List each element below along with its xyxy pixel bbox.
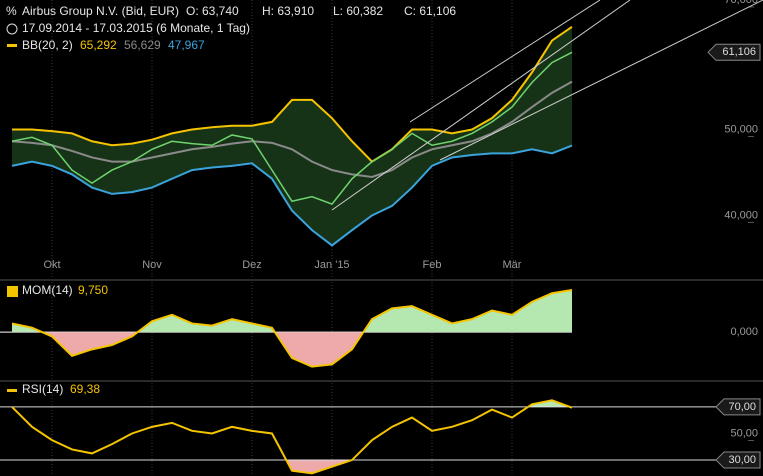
band-fill — [12, 26, 572, 246]
indicator: RSI(14) — [22, 382, 63, 396]
level-badge — [715, 398, 761, 416]
trend-line — [409, 0, 601, 123]
legend-swatch — [7, 286, 18, 297]
ohlc: L: 60,382 — [333, 4, 383, 18]
trend-line — [439, 0, 763, 161]
legend-value: 9,750 — [78, 283, 108, 297]
icon: % — [6, 4, 17, 18]
legend-value: 65,292 — [80, 38, 117, 52]
indicator: BB(20, 2) — [22, 38, 73, 52]
band-line — [11, 80, 573, 179]
y-tick-label: 50,00 — [730, 427, 758, 439]
rsi-line — [11, 399, 573, 475]
price-line — [11, 51, 573, 205]
price-badge-label: 61,106 — [722, 46, 756, 58]
momentum-negative-area — [42, 332, 364, 367]
legend-value: 56,629 — [124, 38, 161, 52]
indicator: MOM(14) — [22, 283, 73, 297]
momentum-line — [11, 288, 573, 368]
x-tick-label: Dez — [242, 259, 262, 271]
x-tick-label: Feb — [423, 259, 442, 271]
ohlc: H: 63,910 — [262, 4, 314, 18]
legend: % Airbus Group N.V. (Bid, EUR) O: 63,740… — [6, 4, 456, 396]
title: Airbus Group N.V. (Bid, EUR) — [22, 4, 179, 18]
legend-value: 47,967 — [168, 38, 205, 52]
x-tick-label: Nov — [142, 259, 162, 271]
trend-line — [331, 0, 631, 211]
legend-swatch — [7, 44, 17, 47]
ohlc: O: 63,740 — [186, 4, 239, 18]
level-badge — [715, 451, 761, 469]
x-tick-label: Mär — [503, 259, 522, 271]
legend-swatch — [7, 389, 17, 392]
rsi-zone-area — [286, 460, 352, 474]
clock-icon — [6, 23, 18, 35]
level-label: 70,00 — [728, 401, 756, 413]
y-tick-label: 40,000 — [724, 209, 758, 221]
price-badge — [707, 43, 761, 61]
x-tick-label: Okt — [43, 259, 60, 271]
ohlc: C: 61,106 — [404, 4, 456, 18]
y-tick-label: 50,000 — [724, 123, 758, 135]
subtitle: 17.09.2014 - 17.03.2015 (6 Monate, 1 Tag… — [22, 21, 250, 35]
y-tick-label: 0,000 — [730, 326, 758, 338]
x-tick-label: Jan '15 — [314, 259, 349, 271]
band-line — [11, 144, 573, 247]
level-label: 30,00 — [728, 454, 756, 466]
band-line — [12, 25, 573, 163]
y-tick-label: 70,000 — [724, 0, 758, 6]
legend-value: 69,38 — [70, 382, 100, 396]
